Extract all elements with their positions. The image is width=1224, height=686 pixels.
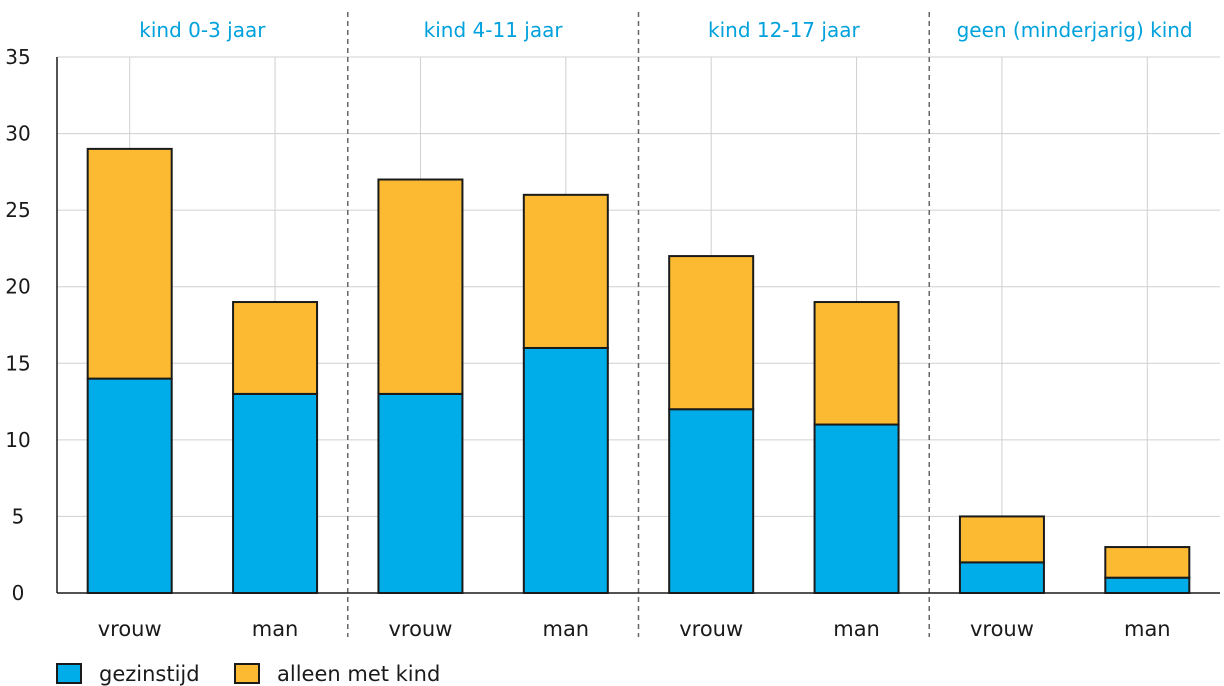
- x-category-label: man: [542, 617, 589, 641]
- group-label: geen (minderjarig) kind: [957, 18, 1193, 42]
- bar-segment: [1104, 576, 1191, 595]
- bar-segment: [86, 147, 173, 380]
- group-label: kind 0-3 jaar: [139, 18, 266, 42]
- y-tick-label: 20: [5, 275, 30, 299]
- gridlines: [57, 56, 1220, 593]
- bar-segment: [86, 377, 173, 594]
- y-tick-label: 0: [12, 581, 25, 605]
- bar-segment: [522, 346, 609, 594]
- y-tick-label: 10: [5, 428, 30, 452]
- x-category-label: vrouw: [970, 617, 1034, 641]
- y-tick-labels: 0 5 10 15 20 25 30 35: [5, 45, 30, 605]
- legend-label: alleen met kind: [277, 662, 440, 686]
- y-tick-label: 15: [5, 351, 30, 375]
- y-tick-label: 35: [5, 45, 30, 69]
- x-category-labels: vrouw man vrouw man vrouw man vrouw man: [98, 617, 1171, 641]
- bar-segment: [813, 301, 900, 426]
- bar-segment: [232, 301, 319, 395]
- x-category-label: man: [252, 617, 299, 641]
- bars: [86, 147, 1191, 595]
- bar-segment: [377, 392, 464, 594]
- bar-segment: [232, 392, 319, 594]
- group-label: kind 4-11 jaar: [424, 18, 564, 42]
- axes: [56, 57, 1220, 594]
- bar-segment: [377, 178, 464, 395]
- legend-swatch: [234, 663, 260, 684]
- bar-segment: [668, 408, 755, 594]
- x-category-label: man: [1124, 617, 1171, 641]
- legend-label: gezinstijd: [99, 662, 200, 686]
- bar-segment: [522, 193, 609, 349]
- bar-segment: [958, 561, 1045, 594]
- bar-segment: [958, 515, 1045, 564]
- x-category-label: vrouw: [98, 617, 162, 641]
- legend: gezinstijd alleen met kind: [56, 662, 440, 686]
- group-labels: kind 0-3 jaar kind 4-11 jaar kind 12-17 ja…: [139, 18, 1192, 42]
- x-category-label: vrouw: [388, 617, 452, 641]
- y-tick-label: 5: [12, 504, 25, 528]
- y-tick-label: 25: [5, 198, 30, 222]
- bar-segment: [1104, 546, 1191, 579]
- x-category-label: man: [833, 617, 880, 641]
- group-label: kind 12-17 jaar: [708, 18, 860, 42]
- legend-swatch: [56, 663, 82, 684]
- x-category-label: vrouw: [679, 617, 743, 641]
- y-tick-label: 30: [5, 122, 30, 146]
- bar-segment: [813, 423, 900, 594]
- bar-segment: [668, 255, 755, 411]
